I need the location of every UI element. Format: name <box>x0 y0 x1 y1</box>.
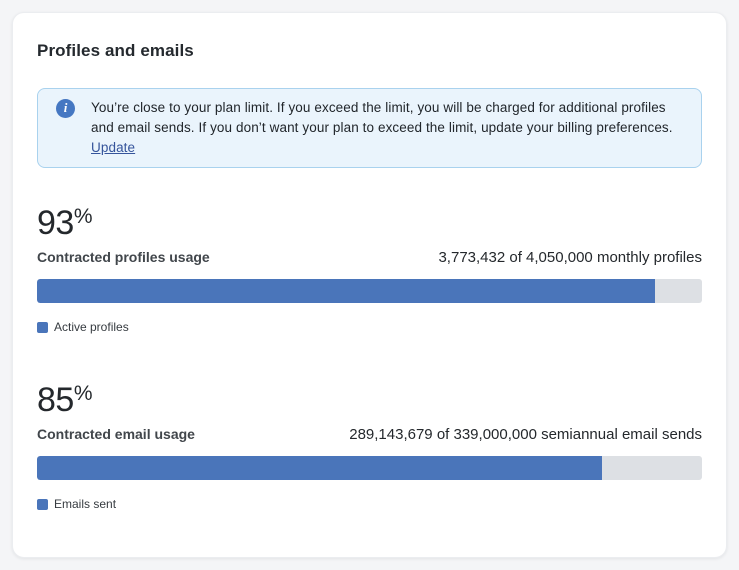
profiles-progress-bar <box>37 279 702 303</box>
alert-message: You’re close to your plan limit. If you … <box>91 100 673 135</box>
profiles-and-emails-card: Profiles and emails i You’re close to yo… <box>12 12 727 558</box>
update-link[interactable]: Update <box>91 140 136 155</box>
email-usage-percent: 85% <box>37 375 702 419</box>
percent-value: 85 <box>37 381 74 419</box>
email-usage-row: Contracted email usage 289,143,679 of 33… <box>37 426 702 443</box>
alert-text: You’re close to your plan limit. If you … <box>91 98 685 158</box>
profiles-usage-detail: 3,773,432 of 4,050,000 monthly profiles <box>438 249 702 266</box>
profiles-legend: Active profiles <box>37 320 702 334</box>
email-progress-fill <box>37 456 603 480</box>
percent-symbol: % <box>73 382 93 405</box>
percent-value: 93 <box>37 204 74 242</box>
email-usage-label: Contracted email usage <box>37 426 195 442</box>
legend-swatch-icon <box>37 498 48 510</box>
percent-symbol: % <box>73 205 93 228</box>
profiles-usage-section: 93% Contracted profiles usage 3,773,432 … <box>37 198 702 334</box>
profiles-usage-percent: 93% <box>37 198 702 242</box>
profiles-progress-fill <box>37 279 656 303</box>
page-title: Profiles and emails <box>37 41 194 60</box>
email-usage-section: 85% Contracted email usage 289,143,679 o… <box>37 375 702 511</box>
info-icon: i <box>56 99 75 118</box>
plan-limit-alert: i You’re close to your plan limit. If yo… <box>37 88 702 168</box>
profiles-usage-label: Contracted profiles usage <box>37 249 210 265</box>
email-legend-label: Emails sent <box>54 497 117 511</box>
legend-swatch-icon <box>37 321 48 333</box>
email-progress-bar <box>37 456 702 480</box>
profiles-usage-row: Contracted profiles usage 3,773,432 of 4… <box>37 249 702 266</box>
profiles-legend-label: Active profiles <box>54 320 129 334</box>
email-legend: Emails sent <box>37 497 702 511</box>
email-usage-detail: 289,143,679 of 339,000,000 semiannual em… <box>349 426 702 443</box>
